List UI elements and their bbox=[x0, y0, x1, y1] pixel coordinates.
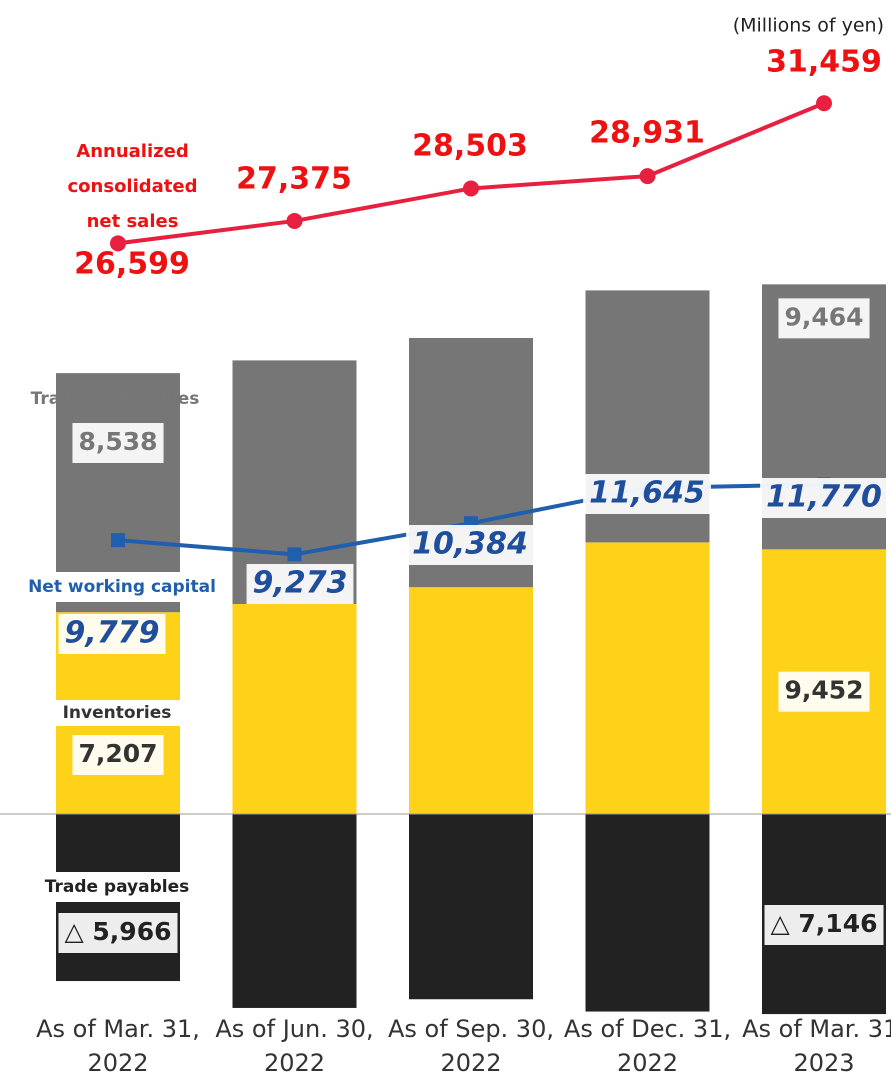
data-label: 11,770 bbox=[766, 480, 882, 515]
unit-note: (Millions of yen) bbox=[733, 15, 884, 37]
line-marker bbox=[286, 212, 303, 229]
data-label: 9,273 bbox=[253, 566, 348, 601]
line-4 bbox=[117, 101, 825, 246]
data-label: 10,384 bbox=[412, 527, 528, 562]
bar-trade-payables bbox=[585, 814, 710, 1012]
data-label: △ 7,146 bbox=[770, 909, 877, 938]
data-label: 8,538 bbox=[78, 427, 157, 456]
data-label: 28,931 bbox=[589, 116, 705, 151]
label-box bbox=[778, 298, 870, 339]
line-marker bbox=[287, 547, 302, 562]
data-label: 9,452 bbox=[784, 676, 863, 705]
series-label: Inventories bbox=[63, 703, 172, 723]
data-label: 26,599 bbox=[74, 247, 190, 282]
series-label: Net working capital bbox=[28, 577, 216, 597]
label-box bbox=[246, 564, 354, 604]
x-tick-label: As of Mar. 31, 2022 bbox=[36, 1015, 200, 1077]
data-label: 11,645 bbox=[589, 476, 705, 511]
data-label: 7,207 bbox=[78, 739, 157, 768]
line-marker bbox=[816, 95, 832, 112]
bar-inventories bbox=[232, 604, 357, 814]
label-box bbox=[760, 478, 888, 518]
data-label: 9,779 bbox=[65, 616, 160, 651]
label-box bbox=[583, 474, 711, 514]
data-label: 9,464 bbox=[784, 302, 863, 331]
bar-trade-payables bbox=[409, 814, 533, 1000]
data-label: 27,375 bbox=[236, 162, 352, 197]
bar-inventories bbox=[585, 542, 710, 814]
line-marker bbox=[111, 533, 125, 548]
line-marker bbox=[639, 168, 656, 185]
label-box bbox=[58, 614, 166, 654]
bar-inventories bbox=[409, 587, 533, 814]
label-box bbox=[778, 671, 870, 712]
label-box bbox=[20, 872, 216, 902]
label-box bbox=[55, 700, 181, 726]
label-box bbox=[406, 525, 534, 565]
data-label: 31,459 bbox=[766, 45, 882, 80]
x-tick-label: As of Jun. 30, 2022 bbox=[215, 1015, 374, 1077]
label-box bbox=[72, 735, 164, 775]
line-marker bbox=[463, 180, 479, 197]
x-tick-label: As of Mar. 31, 2023 bbox=[742, 1015, 891, 1077]
x-tick-label: As of Sep. 30, 2022 bbox=[388, 1015, 554, 1077]
series-label: Trade payables bbox=[45, 877, 190, 897]
data-label: 28,503 bbox=[412, 129, 528, 164]
bar-trade-receivables bbox=[232, 360, 357, 604]
label-box bbox=[10, 572, 232, 602]
data-label: △ 5,966 bbox=[64, 917, 171, 946]
series-label: Trade receivables bbox=[31, 389, 200, 409]
bar-trade-payables bbox=[232, 814, 357, 1008]
label-box bbox=[764, 905, 884, 945]
x-tick-label: As of Dec. 31, 2022 bbox=[563, 1015, 732, 1077]
label-box bbox=[72, 423, 164, 463]
line-marker bbox=[110, 235, 126, 252]
series-label: Annualized consolidated net sales bbox=[67, 141, 198, 232]
label-box bbox=[58, 913, 178, 953]
